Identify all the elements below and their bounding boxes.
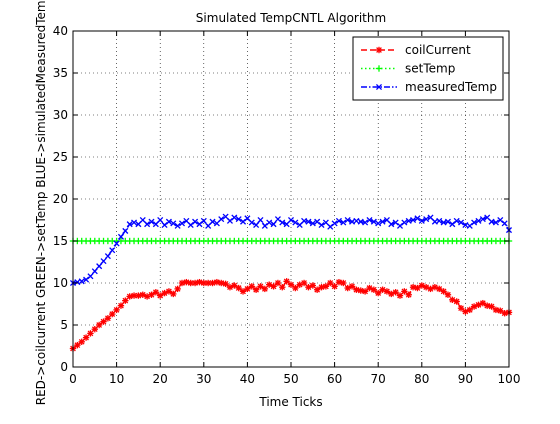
x-tick-label: 40 [240,372,255,386]
legend-label-coil-current: coilCurrent [405,43,471,57]
y-tick-label: 10 [53,276,68,290]
coil-current-point [222,281,228,287]
y-tick-label: 30 [53,108,68,122]
coil-current-point [270,283,276,289]
coil-current-point [349,283,355,289]
x-axis-label: Time Ticks [258,395,322,409]
coil-current-point [453,298,459,304]
y-axis-label: RED->coilcurrent GREEN->setTemp BLUE->si… [34,0,48,405]
coil-current-point [445,292,451,298]
legend-label-set-temp: setTemp [405,62,455,76]
coil-current-point [100,318,106,324]
x-tick-label: 100 [498,372,521,386]
x-tick-label: 0 [69,372,77,386]
coil-current-point [467,307,473,313]
y-tick-label: 35 [53,66,68,80]
y-tick-label: 25 [53,150,68,164]
x-tick-label: 90 [458,372,473,386]
coil-current-point [362,288,368,294]
x-tick-label: 20 [153,372,168,386]
coil-current-point [153,289,159,295]
coil-current-point [292,285,298,291]
x-tick-label: 50 [283,372,298,386]
y-tick-label: 40 [53,24,68,38]
coil-current-point [406,292,412,298]
coil-current-point [170,291,176,297]
coil-current-point [279,284,285,290]
coil-current-point [118,302,124,308]
y-tick-label: 0 [60,360,68,374]
legend-label-measured-temp: measuredTemp [405,80,497,94]
coil-current-point [340,280,346,286]
coil-current-point [323,283,329,289]
x-tick-label: 60 [327,372,342,386]
x-tick-label: 80 [414,372,429,386]
coil-current-point [74,342,80,348]
coil-current-point [375,290,381,296]
y-tick-label: 15 [53,234,68,248]
chart-title: Simulated TempCNTL Algorithm [196,11,386,25]
coil-current-point [283,278,289,284]
coil-current-point [96,322,102,328]
coil-current-point [327,280,333,286]
y-tick-label: 5 [60,318,68,332]
coil-current-point [458,305,464,311]
x-tick-label: 70 [371,372,386,386]
coil-current-point [440,288,446,294]
coil-current-point [371,287,377,293]
legend: coilCurrent setTemp measuredTemp [353,37,503,100]
coil-current-point [288,281,294,287]
coil-current-point [392,289,398,295]
coil-current-point [249,283,255,289]
x-tick-label: 30 [196,372,211,386]
coil-current-point [488,303,494,309]
coil-current-point [174,286,180,292]
y-tick-label: 20 [53,192,68,206]
coil-current-point [401,288,407,294]
legend-marker-coil-current [376,47,382,53]
x-tick-label: 10 [109,372,124,386]
coil-current-point [235,285,241,291]
coil-current-point [253,287,259,293]
